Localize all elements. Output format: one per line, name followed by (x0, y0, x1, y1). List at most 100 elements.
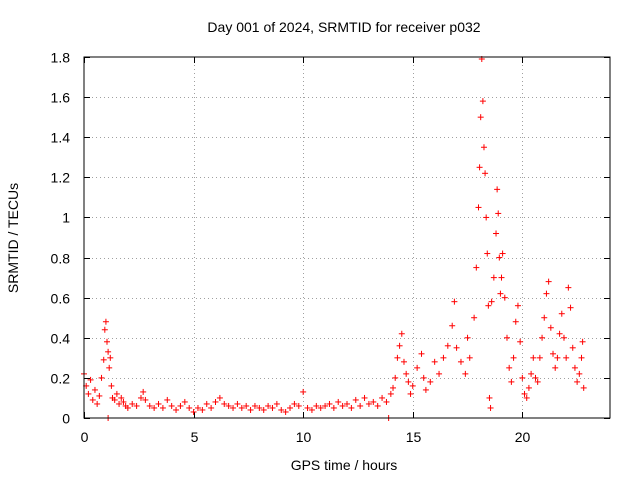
data-point (466, 354, 473, 361)
data-point (137, 394, 144, 401)
data-point (569, 344, 576, 351)
x-axis-label: GPS time / hours (291, 457, 398, 473)
data-point (525, 384, 532, 391)
data-point (396, 342, 403, 349)
data-point (186, 404, 193, 411)
y-axis-label: SRMTID / TECUs (5, 183, 21, 293)
data-point (483, 214, 490, 221)
data-point (517, 338, 524, 345)
data-point (390, 384, 397, 391)
data-point (528, 370, 535, 377)
data-point (256, 404, 263, 411)
data-point (497, 290, 504, 297)
data-point (96, 392, 103, 399)
data-point (295, 402, 302, 409)
data-point (495, 210, 502, 217)
data-point (383, 398, 390, 405)
data-point (398, 330, 405, 337)
data-point (547, 324, 554, 331)
data-point (405, 378, 412, 385)
data-point (488, 298, 495, 305)
plot-frame (83, 56, 611, 419)
data-point (387, 390, 394, 397)
data-point (451, 298, 458, 305)
x-tick-label: 0 (81, 429, 89, 445)
data-point (352, 396, 359, 403)
data-point (118, 394, 125, 401)
data-point (194, 404, 201, 411)
data-point (400, 358, 407, 365)
data-point (508, 378, 515, 385)
data-point (304, 404, 311, 411)
data-point (142, 396, 149, 403)
data-point (104, 338, 111, 345)
data-point (521, 390, 528, 397)
y-tick-label: 0.2 (51, 371, 71, 387)
data-point (155, 400, 162, 407)
data-point (124, 404, 131, 411)
data-point (482, 170, 489, 177)
data-point (113, 390, 120, 397)
data-point (94, 400, 101, 407)
data-point (216, 394, 223, 401)
data-point (499, 250, 506, 257)
data-point (330, 404, 337, 411)
data-point (541, 314, 548, 321)
data-point (473, 264, 480, 271)
data-point (203, 400, 210, 407)
data-point (308, 406, 315, 413)
data-point (300, 388, 307, 395)
data-point (576, 370, 583, 377)
data-point (168, 402, 175, 409)
data-point (212, 398, 219, 405)
data-point (234, 400, 241, 407)
data-point (490, 274, 497, 281)
data-point (133, 402, 140, 409)
data-point (106, 364, 113, 371)
data-point (545, 278, 552, 285)
data-point (479, 98, 486, 105)
data-point (361, 394, 368, 401)
data-point (552, 364, 559, 371)
data-point (98, 374, 105, 381)
data-point (536, 354, 543, 361)
data-point (265, 402, 272, 409)
grid (84, 57, 610, 418)
data-point (457, 358, 464, 365)
data-point (503, 334, 510, 341)
data-point (85, 390, 92, 397)
data-point (550, 350, 557, 357)
data-point (532, 374, 539, 381)
data-point (418, 350, 425, 357)
data-point (392, 374, 399, 381)
data-point (208, 404, 215, 411)
data-point (357, 402, 364, 409)
data-point (554, 354, 561, 361)
data-point (486, 394, 493, 401)
data-point (322, 402, 329, 409)
data-point (313, 402, 320, 409)
data-point (471, 314, 478, 321)
y-tick-label: 1.6 (51, 90, 71, 106)
x-tick-label: 5 (191, 429, 199, 445)
data-point (87, 376, 94, 383)
data-point (102, 318, 109, 325)
data-point (370, 398, 377, 405)
data-point (181, 398, 188, 405)
data-point (100, 356, 107, 363)
data-point (480, 144, 487, 151)
data-point (494, 186, 501, 193)
data-point (427, 378, 434, 385)
data-point (159, 404, 166, 411)
data-point (556, 330, 563, 337)
data-point (365, 400, 372, 407)
data-point (251, 402, 258, 409)
y-tick-label: 1.4 (51, 130, 71, 146)
data-point (291, 400, 298, 407)
y-tick-label: 0 (62, 411, 70, 427)
data-point (534, 378, 541, 385)
data-point (510, 354, 517, 361)
data-point (420, 374, 427, 381)
data-point (579, 338, 586, 345)
data-point (409, 382, 416, 389)
